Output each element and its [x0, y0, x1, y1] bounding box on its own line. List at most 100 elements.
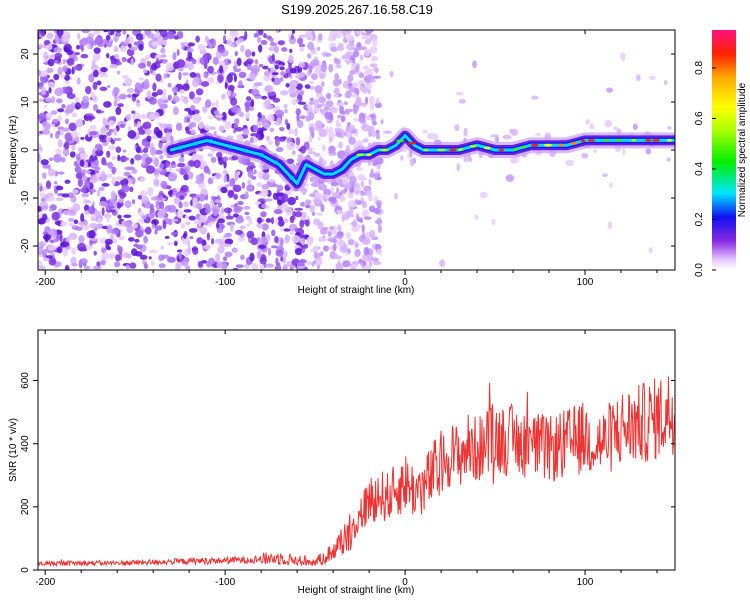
spectrogram-noise-blob	[142, 31, 146, 39]
spectrogram-noise-blob	[278, 136, 286, 142]
spectrogram-noise-blob	[439, 259, 446, 268]
snr-ytick-label: 0	[20, 567, 31, 573]
spectrogram-noise-blob	[48, 157, 54, 162]
spectrogram-noise-blob	[106, 131, 112, 136]
spectrogram-noise-blob	[370, 37, 378, 41]
spectrogram-noise-blob	[47, 58, 55, 67]
spectrogram-noise-blob	[58, 30, 62, 39]
spectrogram-noise-blob	[345, 51, 353, 57]
spectrogram-noise-blob	[301, 237, 306, 245]
spectrogram-noise-blob	[314, 191, 319, 199]
spectrogram-noise-blob	[89, 222, 98, 229]
spectrogram-noise-blob	[328, 63, 334, 73]
spectrogram-noise-blob	[253, 32, 259, 38]
spectrogram-noise-blob	[42, 205, 49, 210]
spectrogram-noise-blob	[41, 128, 51, 135]
spectrogram-noise-blob	[207, 152, 214, 157]
spectrogram-noise-blob	[189, 71, 197, 78]
spectrogram-noise-blob	[197, 57, 201, 65]
spectrogram-noise-blob	[296, 119, 304, 128]
spectrogram-noise-blob	[178, 201, 183, 209]
spectrogram-noise-blob	[267, 113, 275, 123]
spectrogram-noise-blob	[271, 53, 275, 62]
spectrogram-noise-blob	[130, 248, 138, 256]
spectrogram-noise-blob	[422, 129, 429, 134]
spectrogram-noise-blob	[359, 85, 363, 91]
spectrogram-xlabel: Height of straight line (km)	[298, 285, 415, 296]
spectrogram-noise-blob	[280, 71, 286, 76]
spectrogram-noise-blob	[585, 119, 590, 125]
spectrogram-noise-blob	[42, 76, 49, 80]
spectrogram-noise-blob	[45, 96, 52, 102]
spectrogram-noise-blob	[106, 215, 110, 223]
spectrogram-noise-blob	[213, 109, 220, 116]
spectrogram-noise-blob	[52, 118, 59, 124]
spectrogram-noise-blob	[285, 82, 290, 88]
spectrogram-noise-blob	[368, 178, 372, 186]
spectrogram-noise-blob	[310, 73, 318, 80]
spectrogram-noise-blob	[328, 150, 336, 154]
spectrogram-noise-blob	[116, 70, 121, 75]
spectrogram-noise-blob	[364, 48, 371, 57]
spectrogram-noise-blob	[176, 49, 180, 56]
spectrogram-noise-blob	[288, 36, 297, 45]
spectrogram-noise-blob	[294, 211, 303, 218]
spectrogram-noise-blob	[218, 125, 225, 132]
spectrogram-noise-blob	[261, 183, 270, 190]
spectrogram-noise-blob	[346, 232, 351, 240]
spectrogram-noise-blob	[40, 159, 49, 166]
spectrogram-noise-blob	[299, 115, 306, 120]
spectrogram-noise-blob	[115, 95, 121, 102]
spectrogram-noise-blob	[80, 136, 85, 140]
spectrogram-noise-blob	[83, 224, 90, 231]
spectrogram-noise-blob	[328, 133, 336, 138]
spectrogram-noise-blob	[192, 97, 201, 104]
spectrogram-noise-blob	[168, 30, 172, 35]
spectrogram-noise-blob	[209, 76, 215, 84]
spectrogram-noise-blob	[210, 175, 218, 180]
spectrogram-noise-blob	[237, 134, 244, 143]
spectrogram-noise-blob	[321, 144, 326, 152]
spectrogram-noise-blob	[123, 77, 132, 87]
spectrogram-noise-blob	[364, 39, 372, 45]
spectrogram-noise-blob	[369, 172, 376, 178]
spectrogram-noise-blob	[92, 149, 96, 157]
spectrogram-noise-blob	[113, 127, 118, 136]
ridge-peak-cyan	[243, 148, 249, 153]
spectrogram-noise-blob	[125, 264, 130, 270]
spectrogram-noise-blob	[189, 128, 196, 134]
spectrogram-noise-blob	[648, 75, 656, 81]
spectrogram-noise-blob	[360, 190, 364, 197]
spectrogram-noise-blob	[73, 219, 79, 225]
spectrogram-noise-blob	[124, 157, 129, 161]
spectrogram-noise-blob	[154, 174, 160, 178]
spectrogram-noise-blob	[299, 201, 306, 207]
spectrogram-noise-blob	[207, 169, 211, 175]
spectrogram-noise-blob	[358, 258, 363, 264]
spectrogram-noise-blob	[126, 253, 132, 259]
spectrogram-noise-blob	[162, 183, 168, 190]
spectrogram-noise-blob	[167, 190, 173, 196]
spectrogram-noise-blob	[406, 154, 411, 159]
spectrogram-noise-blob	[320, 203, 325, 213]
spectrogram-noise-blob	[251, 64, 260, 74]
spectrogram-noise-blob	[79, 159, 85, 168]
spectrogram-noise-blob	[103, 101, 112, 108]
spectrogram-noise-blob	[463, 127, 468, 137]
spectrogram-noise-blob	[68, 232, 78, 240]
spectrogram-noise-blob	[259, 129, 264, 139]
spectrogram-noise-blob	[259, 264, 265, 270]
spectrogram-noise-blob	[272, 97, 281, 103]
spectrogram-noise-blob	[106, 199, 111, 205]
spectrogram-noise-blob	[636, 74, 641, 82]
spectrogram-noise-blob	[347, 200, 357, 209]
spectrogram-noise-blob	[250, 237, 258, 246]
spectrogram-noise-blob	[167, 94, 172, 101]
spectrogram-noise-blob	[203, 124, 211, 131]
spectrogram-noise-blob	[377, 224, 382, 234]
spectrogram-noise-blob	[167, 174, 177, 182]
spectrogram-noise-blob	[82, 95, 90, 104]
spectrogram-noise-blob	[318, 128, 327, 138]
spectrogram-noise-blob	[380, 119, 384, 125]
ridge-peak	[666, 139, 672, 142]
